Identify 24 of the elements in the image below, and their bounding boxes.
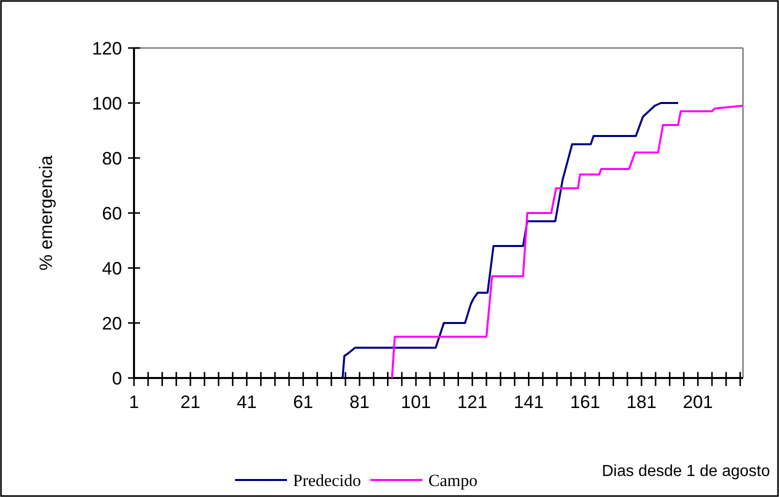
y-tick-label: 40	[102, 258, 122, 278]
x-tick-label: 41	[236, 392, 257, 412]
line-series	[390, 104, 744, 379]
line-series	[342, 102, 680, 379]
legend-label: Predecido	[293, 470, 361, 490]
y-axis-title: % emergencia	[36, 154, 56, 271]
y-tick-label: 120	[92, 38, 122, 58]
x-tick-label: 21	[180, 392, 200, 412]
y-tick-label: 0	[112, 368, 122, 388]
y-tick-label: 100	[92, 93, 122, 114]
x-tick-label: 81	[350, 392, 370, 412]
y-tick-label: 80	[102, 148, 122, 168]
y-tick-label: 20	[102, 313, 122, 334]
x-tick-label: 141	[514, 392, 544, 412]
x-tick-label: 1	[128, 392, 140, 412]
legend-label: Campo	[428, 470, 478, 490]
x-tick-label: 121	[457, 392, 488, 412]
x-tick-label: 161	[570, 392, 600, 412]
x-tick-label: 101	[400, 392, 431, 412]
x-tick-label: 61	[293, 392, 314, 412]
x-tick-label: 181	[626, 392, 657, 412]
y-tick-label: 60	[102, 203, 122, 224]
x-axis-title: Dias desde 1 de agosto	[602, 463, 770, 480]
x-tick-label: 201	[682, 392, 713, 412]
